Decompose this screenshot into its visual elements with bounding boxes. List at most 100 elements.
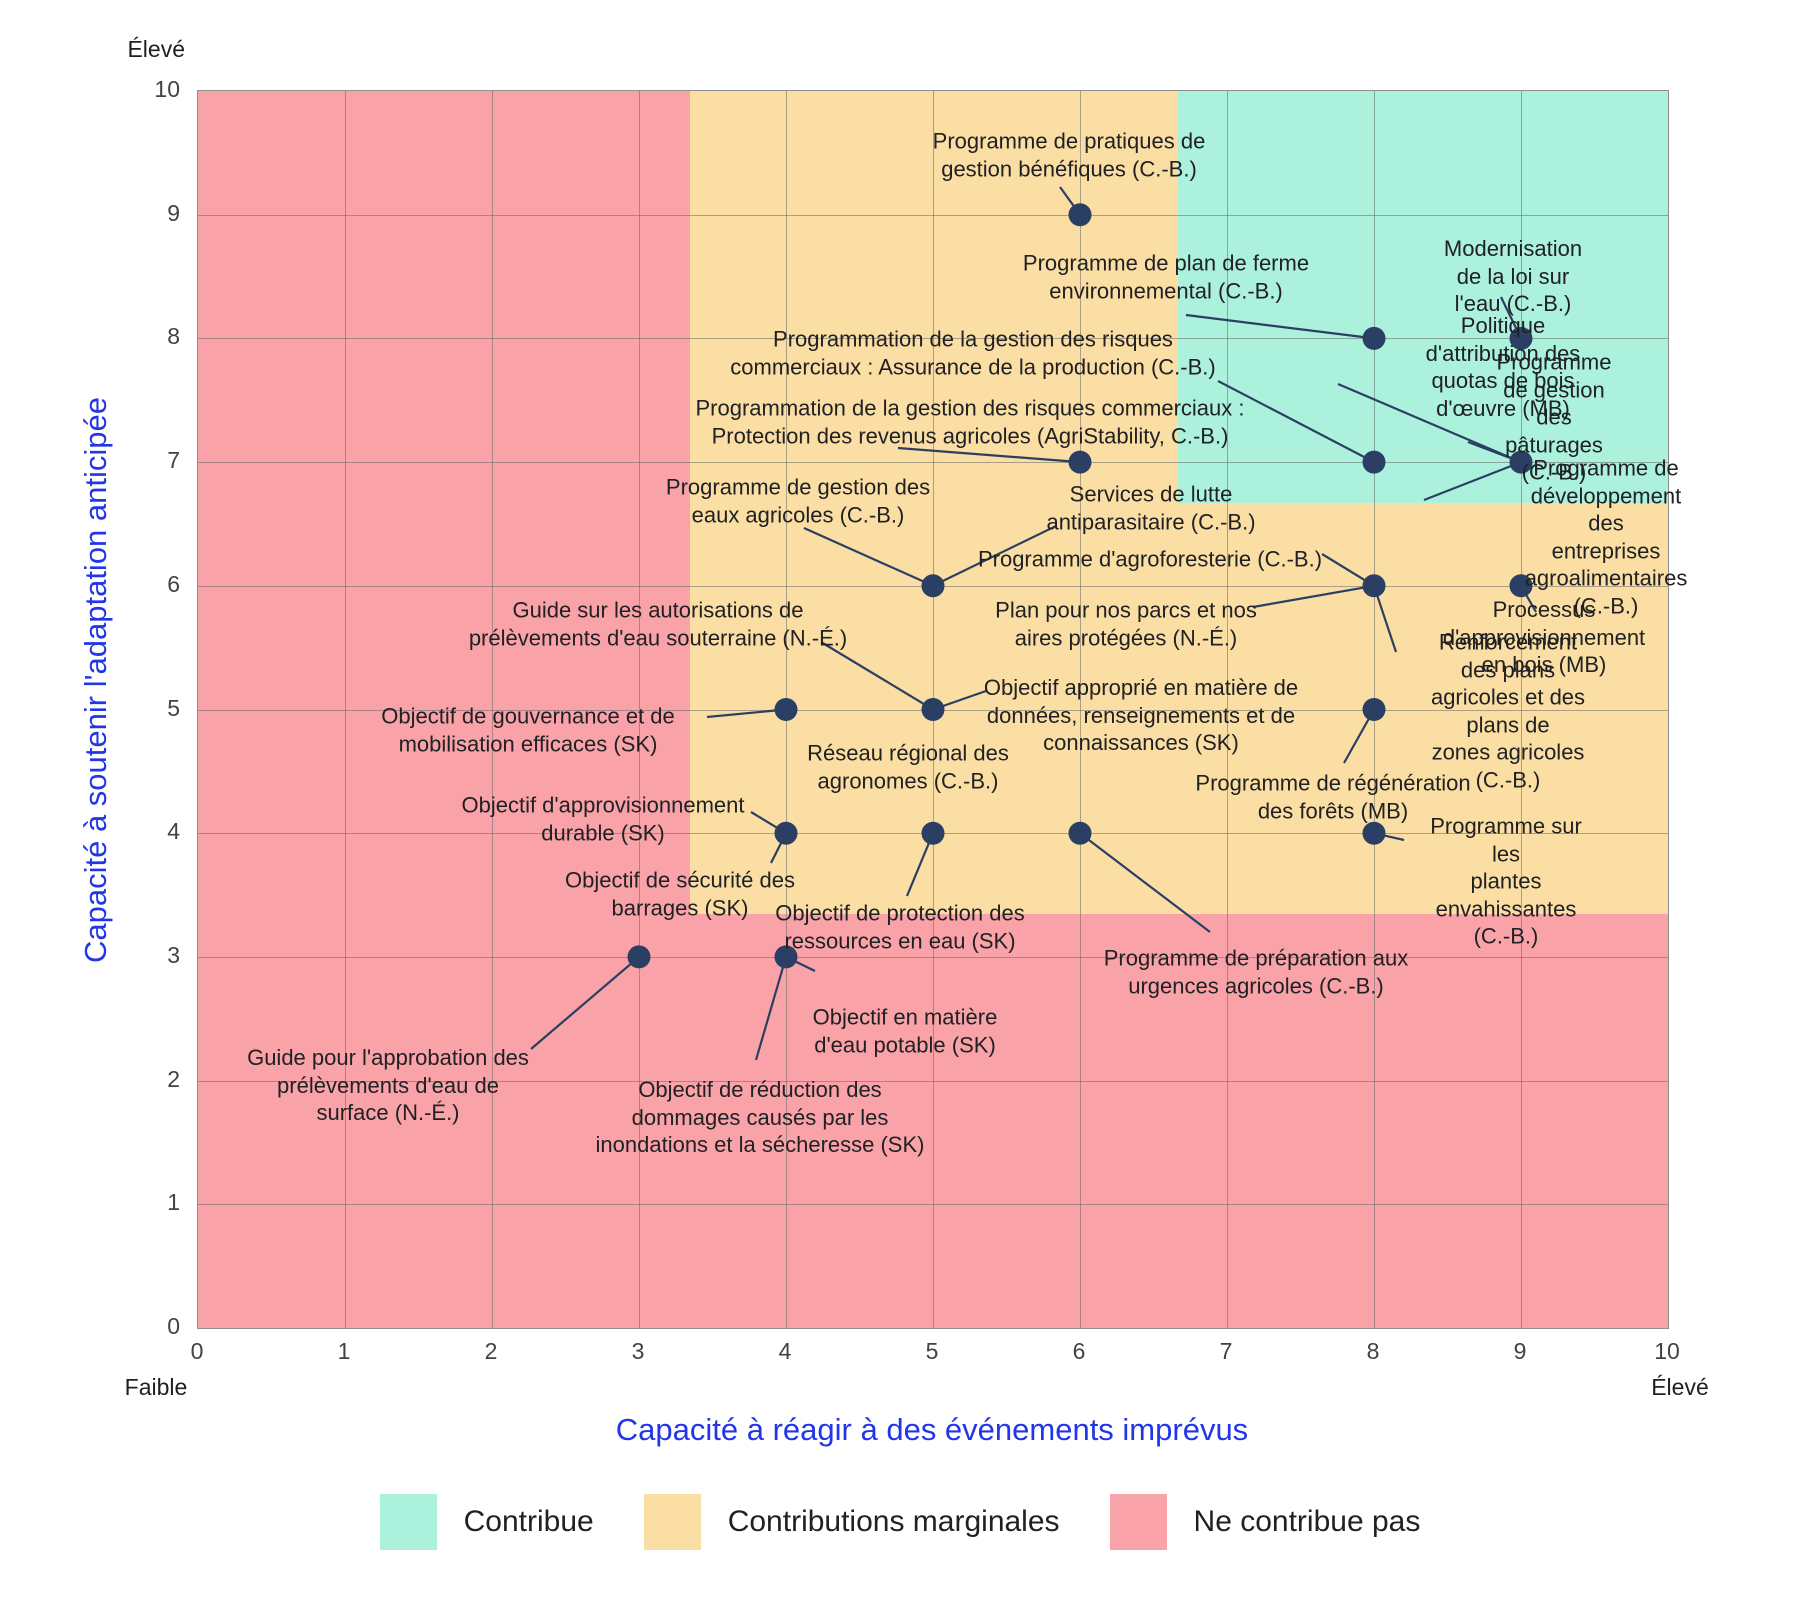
point-label: Programme d'agroforesterie (C.-B.) [977,546,1323,572]
x-tick-label: 1 [337,1338,351,1364]
point-label: Réseau régional des agronomes (C.-B.) [807,740,1009,794]
data-point [774,698,798,721]
point-label: Programmation de la gestion des risques … [730,326,1216,380]
gridline-horizontal [198,338,1668,340]
x-tick-label: 8 [1366,1338,1380,1364]
gridline-horizontal [198,214,1668,216]
x-tick-label: 4 [778,1338,792,1364]
x-tick-label: 9 [1513,1338,1527,1364]
connector-line [754,956,788,1061]
connector-line [803,526,934,587]
legend: Contribue Contributions marginales Ne cont… [0,1494,1800,1550]
y-tick-label: 7 [167,447,180,474]
point-label: Modernisation de la loi sur l'eau (C.-B.… [1443,235,1583,316]
connector-line [706,708,787,719]
point-label: Guide pour l'approbation des prélèvement… [247,1044,529,1125]
point-label: Objectif approprié en matière de données… [983,674,1299,755]
y-tick-label: 8 [167,323,180,350]
gridline-vertical [1080,91,1081,1328]
y-tick-label: 6 [167,570,180,597]
point-label: Objectif de protection des ressources en… [775,900,1025,954]
point-label: Programme sur les plantes envahissantes … [1430,813,1582,949]
x-tick-label: 10 [1654,1338,1680,1364]
point-label: Processus d'approvisionnement en bois (M… [1442,596,1646,677]
point-label: Programme de pratiques de gestion bénéfi… [932,128,1206,182]
point-label: Programmation de la gestion des risques … [695,395,1245,449]
y-axis-end-label-high: Élevé [127,36,185,62]
x-tick-label: 2 [484,1338,498,1364]
data-point [1068,821,1092,845]
connector-line [1423,461,1522,502]
connector-line [1217,380,1375,464]
data-point [1362,326,1386,350]
x-tick-label: 0 [190,1338,204,1364]
point-label: Objectif de gouvernance et de mobilisati… [381,703,675,757]
x-axis-end-label-high: Élevé [1651,1374,1709,1400]
point-label: Objectif de réduction des dommages causé… [595,1076,925,1157]
y-tick-label: 5 [167,694,180,721]
connector-line [1079,832,1211,933]
point-label: Programme de régénération des forêts (MB… [1195,770,1471,824]
point-label: Programme de développement des entrepris… [1524,455,1688,619]
legend-label: Ne contribue pas [1193,1505,1421,1538]
connector-line [530,956,640,1050]
y-tick-label: 1 [167,1189,180,1216]
point-label: Programme de plan de ferme environnement… [1022,250,1310,304]
data-point [1068,450,1092,474]
legend-label: Contribue [463,1505,594,1538]
x-tick-label: 6 [1072,1338,1086,1364]
point-label: Objectif d'approvisionnement durable (SK… [461,792,745,846]
x-axis-end-label-low: Faible [124,1374,188,1400]
gridline-horizontal [198,462,1668,464]
legend-swatch [379,1494,437,1550]
data-point [774,945,798,969]
connector-line [1185,313,1375,340]
point-label: Objectif de sécurité des barrages (SK) [565,867,795,921]
data-point [1362,450,1386,474]
data-point [774,821,798,845]
legend-swatch [1109,1494,1167,1550]
x-tick-label: 5 [925,1338,939,1364]
connector-line [932,525,1057,587]
y-tick-label: 3 [167,941,180,968]
point-label: Renforcement des plans agricoles et des … [1430,629,1586,793]
y-axis-title: Capacité à soutenir l'adaptation anticip… [78,396,113,964]
connector-line [820,641,934,711]
plot-area: Programme de pratiques de gestion bénéfi… [197,90,1687,1329]
x-tick-label: 3 [631,1338,645,1364]
legend-swatch [643,1494,701,1550]
data-point [1509,450,1533,474]
data-point [1509,574,1533,598]
point-label: Services de lutte antiparasitaire (C.-B.… [1046,481,1256,535]
data-point [921,574,945,598]
gridline-vertical [1521,91,1522,1328]
data-point [1068,203,1092,227]
point-label: Politique d'attribution des quotas de bo… [1425,313,1581,421]
data-point [921,698,945,721]
point-label: Programme de gestion des eaux agricoles … [665,474,931,528]
x-axis-title: Capacité à réagir à des événements impré… [615,1412,1249,1447]
gridline-vertical [1227,91,1228,1328]
data-point [627,945,651,969]
x-tick-label: 7 [1219,1338,1233,1364]
point-label: Plan pour nos parcs et nos aires protégé… [995,597,1257,651]
connector-line [1337,382,1522,464]
data-point [1362,574,1386,598]
connector-line [1252,584,1375,609]
scatter-overlay [530,186,1537,1061]
data-point [1509,326,1533,350]
connector-line [1372,585,1398,653]
point-label: Guide sur les autorisations de prélèveme… [468,597,848,651]
point-label: Programme de préparation aux urgences ag… [1103,945,1409,999]
legend-label: Contributions marginales [727,1505,1060,1538]
y-tick-label: 9 [167,199,180,226]
legend-item: Contributions marginales [643,1494,1060,1550]
y-tick-label: 4 [167,818,180,845]
data-point [921,821,945,845]
y-tick-label: 10 [154,76,180,102]
legend-item: Ne contribue pas [1109,1494,1421,1550]
point-label: Programme de gestion des pâturages (C.-B… [1496,349,1612,485]
region-contribue [1178,91,1668,503]
legend-item: Contribue [379,1494,594,1550]
